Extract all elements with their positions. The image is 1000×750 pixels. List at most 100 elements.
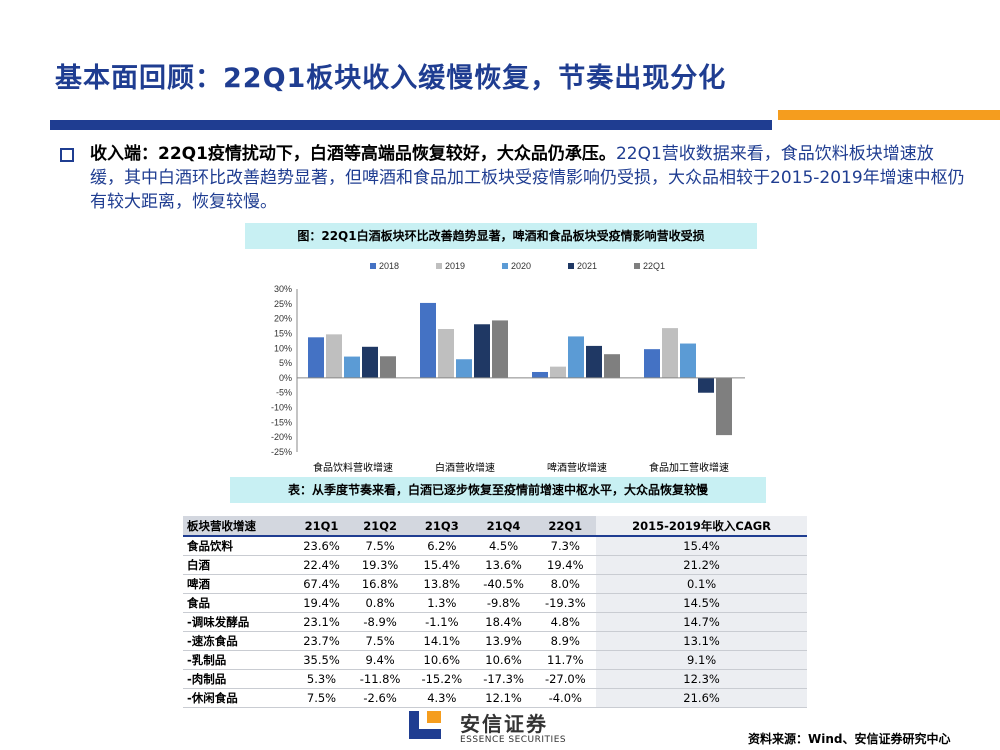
y-tick-label: 10%: [274, 343, 292, 353]
table-cell: -27.0%: [534, 669, 597, 689]
legend-label: 2020: [511, 261, 531, 271]
table-cell: 8.9%: [534, 631, 597, 651]
table-cell: 食品: [183, 593, 294, 613]
table-cell: 12.1%: [472, 688, 535, 708]
bar: [568, 336, 584, 378]
title-underline-blue: [50, 120, 772, 130]
table-cell: 19.4%: [534, 555, 597, 575]
bar: [326, 334, 342, 378]
table-cell: -肉制品: [183, 669, 294, 689]
table-row: 白酒 22.4% 19.3% 15.4% 13.6% 19.4% 21.2%: [183, 555, 807, 575]
table-cell: 10.6%: [472, 650, 535, 670]
table-cell: 8.0%: [534, 574, 597, 594]
table-cell: 7.3%: [534, 536, 597, 556]
table-cell: 13.1%: [596, 631, 807, 651]
legend-label: 2019: [445, 261, 465, 271]
table-cell: 13.6%: [472, 555, 535, 575]
bar: [344, 356, 360, 378]
y-tick-label: -15%: [271, 417, 292, 427]
table-cell: 9.4%: [349, 650, 411, 670]
table-row: -速冻食品 23.7% 7.5% 14.1% 13.9% 8.9% 13.1%: [183, 631, 807, 651]
table-cell: 10.6%: [410, 650, 473, 670]
table-header-cell: 21Q3: [410, 516, 473, 537]
legend-label: 2021: [577, 261, 597, 271]
table-cell: -40.5%: [472, 574, 535, 594]
y-tick-label: 25%: [274, 299, 292, 309]
bar: [550, 366, 566, 378]
table-cell: 7.5%: [349, 536, 411, 556]
table-cell: -1.1%: [410, 612, 473, 632]
table-cell: 19.4%: [293, 593, 350, 613]
table-cell: 16.8%: [349, 574, 411, 594]
table-cell: 15.4%: [410, 555, 473, 575]
y-tick-label: -5%: [276, 388, 292, 398]
table-cell: 12.3%: [596, 669, 807, 689]
table-cell: -4.0%: [534, 688, 597, 708]
bar: [604, 354, 620, 378]
table-cell: -9.8%: [472, 593, 535, 613]
table-cell: 4.8%: [534, 612, 597, 632]
table-header-cell: 22Q1: [534, 516, 597, 537]
table-cell: -11.8%: [349, 669, 411, 689]
table-header-cell: 2015-2019年收入CAGR: [596, 516, 807, 537]
page-title: 基本面回顾：22Q1板块收入缓慢恢复，节奏出现分化: [55, 63, 727, 94]
bar: [492, 320, 508, 378]
essence-logo-icon: [409, 711, 441, 739]
intro-text: 22Q1营收数据来看，食品饮料板块增速放缓，其中白酒环比改善趋势显著，但啤酒和食…: [90, 144, 965, 212]
x-category-label: 食品饮料营收增速: [313, 461, 393, 474]
table-cell: 11.7%: [534, 650, 597, 670]
title-underline-orange: [778, 110, 1000, 120]
table-row: 食品饮料 23.6% 7.5% 6.2% 4.5% 7.3% 15.4%: [183, 536, 807, 556]
table-cell: 0.1%: [596, 574, 807, 594]
table-row: -乳制品 35.5% 9.4% 10.6% 10.6% 11.7% 9.1%: [183, 650, 807, 670]
source-note: 资料来源：Wind、安信证券研究中心: [748, 732, 951, 746]
table-cell: 0.8%: [349, 593, 411, 613]
table-cell: 21.2%: [596, 555, 807, 575]
table-cell: 13.9%: [472, 631, 535, 651]
table-cell: 13.8%: [410, 574, 473, 594]
revenue-growth-table: 板块营收增速 21Q1 21Q2 21Q3 21Q4 22Q1 2015-2019年收入CA…: [183, 516, 807, 708]
table-cell: -19.3%: [534, 593, 597, 613]
bar: [680, 343, 696, 378]
intro-bold: 收入端：22Q1疫情扰动下，白酒等高端品恢复较好，大众品仍承压。: [90, 144, 616, 164]
table-header-cell: 21Q4: [472, 516, 535, 537]
table-cell: 23.1%: [293, 612, 350, 632]
table-cell: -8.9%: [349, 612, 411, 632]
y-tick-label: 20%: [274, 314, 292, 324]
table-cell: 4.3%: [410, 688, 473, 708]
table-cell: 1.3%: [410, 593, 473, 613]
bar: [420, 302, 436, 378]
table-cell: 15.4%: [596, 536, 807, 556]
y-tick-label: 5%: [279, 358, 292, 368]
intro-paragraph: 收入端：22Q1疫情扰动下，白酒等高端品恢复较好，大众品仍承压。22Q1营收数据…: [90, 142, 965, 214]
table-cell: 食品饮料: [183, 536, 294, 556]
table-cell: 白酒: [183, 555, 294, 575]
table-cell: 7.5%: [349, 631, 411, 651]
x-category-label: 啤酒营收增速: [547, 461, 607, 474]
legend-label: 22Q1: [643, 261, 665, 271]
table-header-cell: 21Q2: [349, 516, 411, 537]
table-row: 食品 19.4% 0.8% 1.3% -9.8% -19.3% 14.5%: [183, 593, 807, 613]
bullet-square-icon: [60, 148, 74, 162]
table-row: 啤酒 67.4% 16.8% 13.8% -40.5% 8.0% 0.1%: [183, 574, 807, 594]
bar: [308, 337, 324, 378]
y-tick-label: -20%: [271, 432, 292, 442]
table-cell: 22.4%: [293, 555, 350, 575]
bar: [698, 377, 714, 393]
table-cell: -速冻食品: [183, 631, 294, 651]
x-category-label: 食品加工营收增速: [649, 461, 729, 474]
table-row: -肉制品 5.3% -11.8% -15.2% -17.3% -27.0% 12.3%: [183, 669, 807, 689]
y-tick-label: -10%: [271, 403, 292, 413]
table-caption: 表：从季度节奏来看，白酒已逐步恢复至疫情前增速中枢水平，大众品恢复较慢: [230, 477, 766, 503]
logo-subtitle: ESSENCE SECURITIES: [460, 735, 567, 745]
chart-caption: 图：22Q1白酒板块环比改善趋势显著，啤酒和食品板块受疫情影响营收受损: [245, 223, 757, 249]
table-cell: -15.2%: [410, 669, 473, 689]
y-tick-label: 0%: [279, 373, 292, 383]
legend-swatch: [568, 263, 574, 269]
table-cell: 21.6%: [596, 688, 807, 708]
table-cell: 14.7%: [596, 612, 807, 632]
legend-swatch: [502, 263, 508, 269]
bar-chart: 2018 2019 2020 2021 22Q1 30% 25% 20% 15% 10% 5% 0% -…: [271, 261, 745, 474]
legend-swatch: [634, 263, 640, 269]
table-cell: 14.1%: [410, 631, 473, 651]
